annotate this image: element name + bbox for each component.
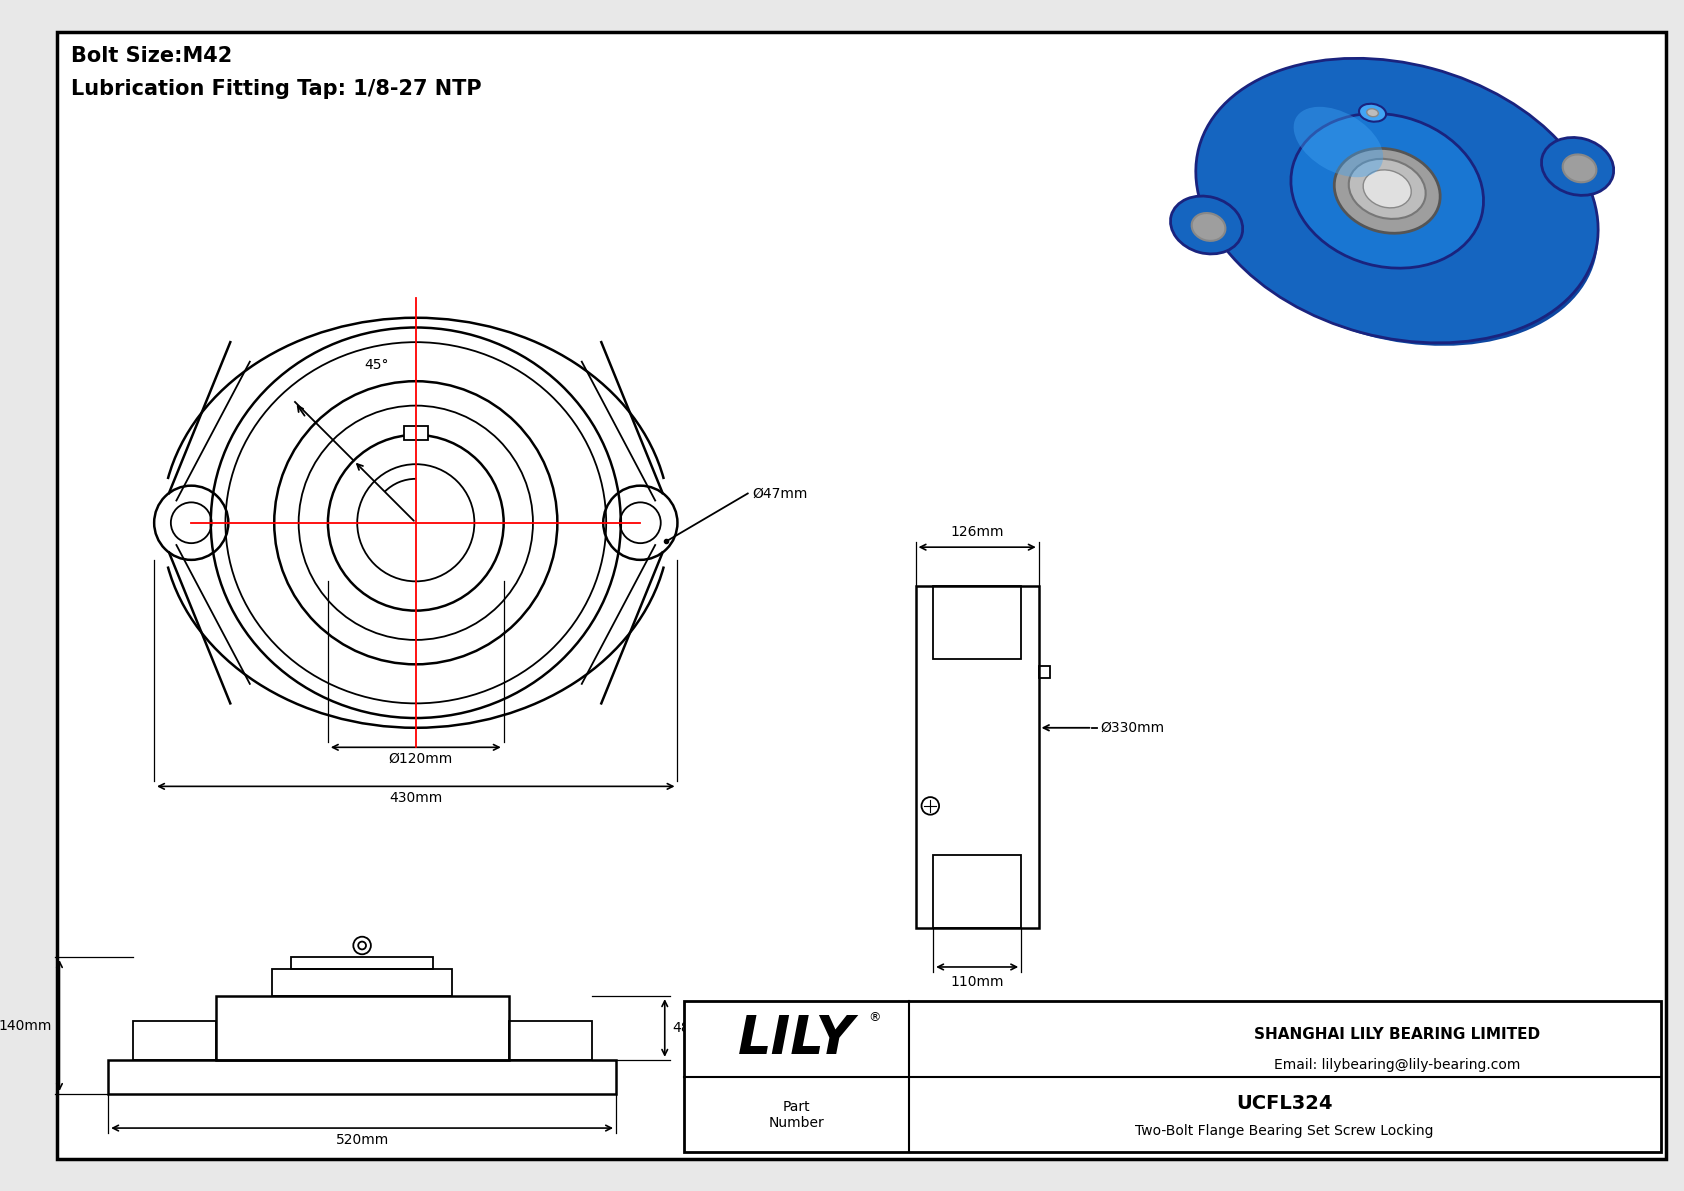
Text: 110mm: 110mm (950, 974, 1004, 989)
Text: ®: ® (869, 1011, 881, 1024)
Bar (404, 426, 428, 439)
Ellipse shape (1367, 108, 1379, 117)
Text: 48mm: 48mm (672, 1021, 717, 1035)
Text: LILY: LILY (738, 1014, 855, 1065)
Text: Two-Bolt Flange Bearing Set Screw Locking: Two-Bolt Flange Bearing Set Screw Lockin… (1135, 1124, 1435, 1139)
Text: Lubrication Fitting Tap: 1/8-27 NTP: Lubrication Fitting Tap: 1/8-27 NTP (71, 79, 482, 99)
Text: Bolt Size:M42: Bolt Size:M42 (71, 46, 232, 67)
Bar (933, 855, 1021, 928)
Text: 430mm: 430mm (389, 791, 443, 805)
Text: 520mm: 520mm (335, 1133, 389, 1147)
Text: SHANGHAI LILY BEARING LIMITED: SHANGHAI LILY BEARING LIMITED (1255, 1027, 1541, 1042)
Ellipse shape (1541, 137, 1613, 195)
Ellipse shape (1170, 197, 1243, 254)
Ellipse shape (1563, 155, 1596, 182)
Bar (916, 586, 1039, 928)
Text: 140mm: 140mm (0, 1018, 52, 1033)
Text: Ø120mm: Ø120mm (389, 753, 453, 766)
Text: UCFL324: UCFL324 (1236, 1093, 1334, 1112)
Ellipse shape (1192, 213, 1226, 241)
Ellipse shape (1359, 104, 1386, 121)
Bar (291, 958, 433, 969)
Ellipse shape (1196, 58, 1598, 343)
Ellipse shape (1362, 170, 1411, 208)
Text: 45°: 45° (364, 358, 389, 373)
Ellipse shape (1334, 149, 1440, 233)
Text: Email: lilybearing@lily-bearing.com: Email: lilybearing@lily-bearing.com (1273, 1058, 1521, 1072)
Bar (133, 1021, 216, 1060)
Bar (271, 969, 453, 996)
Text: 126mm: 126mm (950, 525, 1004, 540)
Ellipse shape (1206, 71, 1598, 345)
Bar (1039, 666, 1051, 678)
Text: Ø47mm: Ø47mm (753, 486, 808, 500)
Bar (509, 1021, 591, 1060)
Ellipse shape (1349, 158, 1426, 219)
Ellipse shape (1293, 107, 1383, 177)
Bar (933, 586, 1021, 660)
Text: Ø330mm: Ø330mm (1100, 721, 1164, 735)
Bar (684, 1002, 1660, 1153)
Bar (108, 1060, 616, 1093)
Bar (216, 996, 509, 1060)
Text: Part
Number: Part Number (768, 1099, 825, 1130)
Ellipse shape (1292, 113, 1484, 268)
